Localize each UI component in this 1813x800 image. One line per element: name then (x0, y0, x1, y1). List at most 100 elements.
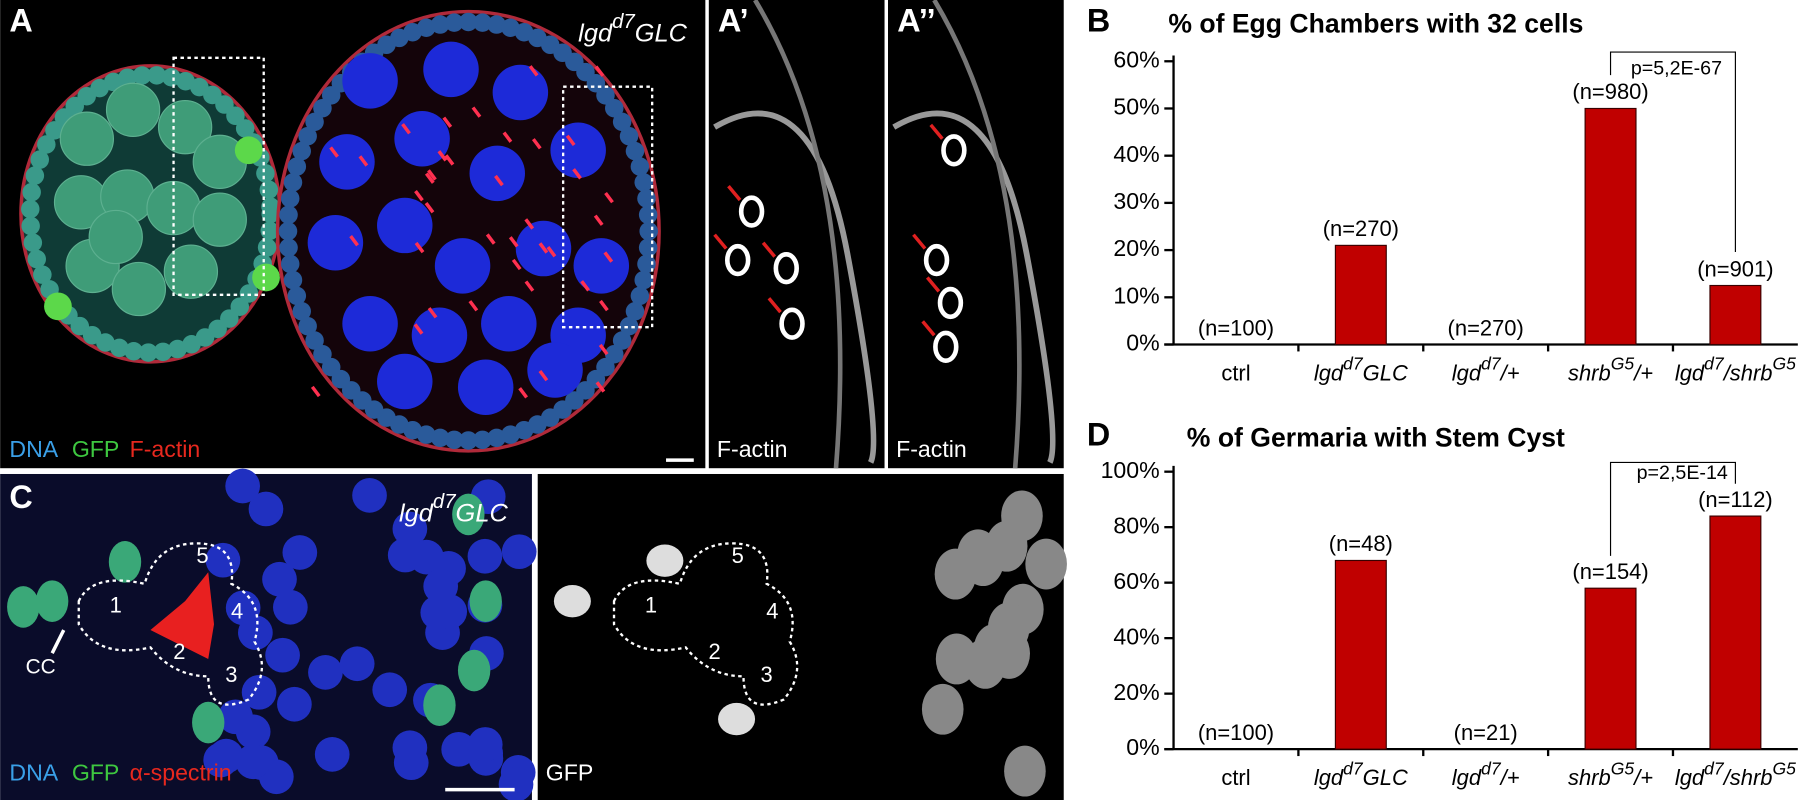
label: ctrl (1221, 360, 1250, 385)
gfp-cell (452, 493, 485, 536)
text-part: GLC (1363, 765, 1408, 790)
label: lgdd7/+ (1452, 353, 1520, 385)
cyst-number: 1 (645, 593, 657, 618)
nucleus (307, 215, 364, 271)
nucleus (420, 595, 456, 630)
ring-canal (599, 299, 609, 312)
ring-canal (310, 385, 321, 398)
ring-canal (598, 343, 609, 356)
ring-canal (546, 246, 557, 258)
n-label: (n=100) (1198, 315, 1274, 340)
ring-canal (329, 146, 339, 158)
follicle-cell (280, 254, 300, 274)
nucleus (238, 615, 273, 650)
ring-canal (424, 172, 435, 184)
nucleus (481, 295, 537, 352)
text-part: lgd (578, 19, 613, 47)
follicle-cell (45, 121, 64, 140)
arrow (925, 276, 941, 293)
actin-fibre (892, 110, 1056, 464)
cyst-outline (612, 542, 799, 706)
superscript: d7 (1343, 758, 1364, 778)
follicle-cell (124, 342, 143, 361)
panel-label: A’’ (897, 3, 935, 39)
arrow (727, 185, 742, 202)
follicle-cell (256, 164, 275, 183)
ring-canal (524, 218, 535, 230)
nucleus (218, 699, 253, 735)
nucleus (527, 342, 583, 398)
gfp-cell (423, 684, 456, 727)
label: shrbG5/+ (1568, 353, 1653, 385)
nucleus (157, 100, 213, 155)
text-part: shrb (1568, 765, 1611, 790)
follicle-cell (459, 12, 478, 32)
n-label: (n=112) (1698, 487, 1773, 512)
n-label: (n=154) (1572, 559, 1648, 584)
text-part: GLC (635, 19, 688, 47)
ring-canal (471, 106, 482, 118)
y-tick-label: 40% (1113, 141, 1159, 167)
n-label: (n=901) (1697, 256, 1773, 281)
follicle-cell (619, 316, 639, 336)
superscript: d7 (433, 491, 456, 513)
nucleus (59, 111, 115, 166)
stain-label: GFP (72, 760, 120, 786)
cyst-outline (77, 542, 264, 706)
follicle-cell (487, 428, 506, 448)
ring-canal (565, 134, 576, 147)
follicle-cell (292, 141, 311, 161)
panel-label: C (9, 479, 32, 515)
follicle-cell (596, 86, 615, 105)
bar (1584, 587, 1637, 750)
follicle-cell (473, 13, 492, 32)
ring-canal (773, 252, 799, 285)
gfp-cell (108, 541, 142, 583)
nucleus (342, 53, 398, 109)
nucleus (105, 82, 161, 137)
nucleus (392, 511, 428, 547)
nucleus (314, 737, 350, 772)
superscript: d7 (1704, 758, 1725, 778)
bar (1334, 559, 1387, 750)
label: lgdd7/shrbG5 (1675, 758, 1796, 790)
panel-label: A’ (718, 3, 749, 39)
nucleus (573, 238, 630, 294)
ring-canal (413, 323, 424, 335)
ring-canal (401, 123, 411, 135)
ring-canal (414, 190, 424, 202)
micrograph-c-gfp (537, 473, 1064, 800)
text-part: lgd (399, 499, 434, 527)
gfp-cell (934, 548, 977, 600)
superscript: G5 (1611, 758, 1635, 778)
label: lgdd7/shrbG5 (1675, 353, 1796, 385)
follicle-cell (25, 166, 45, 185)
nucleus (469, 145, 525, 202)
follicle-cell (473, 430, 492, 450)
nucleus (342, 295, 398, 352)
micrograph-a1 (708, 0, 885, 469)
text-part: lgd (1314, 765, 1344, 790)
y-tick-label: 30% (1113, 188, 1159, 214)
inset-box (172, 56, 265, 296)
follicle-cell (259, 180, 279, 200)
follicle-cell (279, 238, 298, 257)
ring-canal (937, 286, 964, 320)
follicle-cell (287, 157, 307, 176)
ring-canal (524, 280, 535, 292)
follicle-cell (417, 18, 436, 37)
ring-canal (923, 243, 950, 277)
nucleus (423, 41, 479, 98)
stain-label: GFP (546, 760, 594, 786)
ring-canal (779, 307, 805, 340)
actin-fibre (932, 0, 1022, 469)
panel-texts: A A’ A’’ C DNA GFP F-actin F-actin F-act… (9, 3, 966, 786)
ring-canal (595, 381, 606, 393)
bar (1584, 107, 1637, 346)
nucleus (392, 730, 428, 766)
follicle-cell (260, 221, 280, 241)
gfp-cell (1004, 745, 1046, 797)
actin-fibre (713, 110, 877, 464)
follicle-cell (132, 66, 152, 85)
n-label: (n=48) (1329, 531, 1393, 556)
